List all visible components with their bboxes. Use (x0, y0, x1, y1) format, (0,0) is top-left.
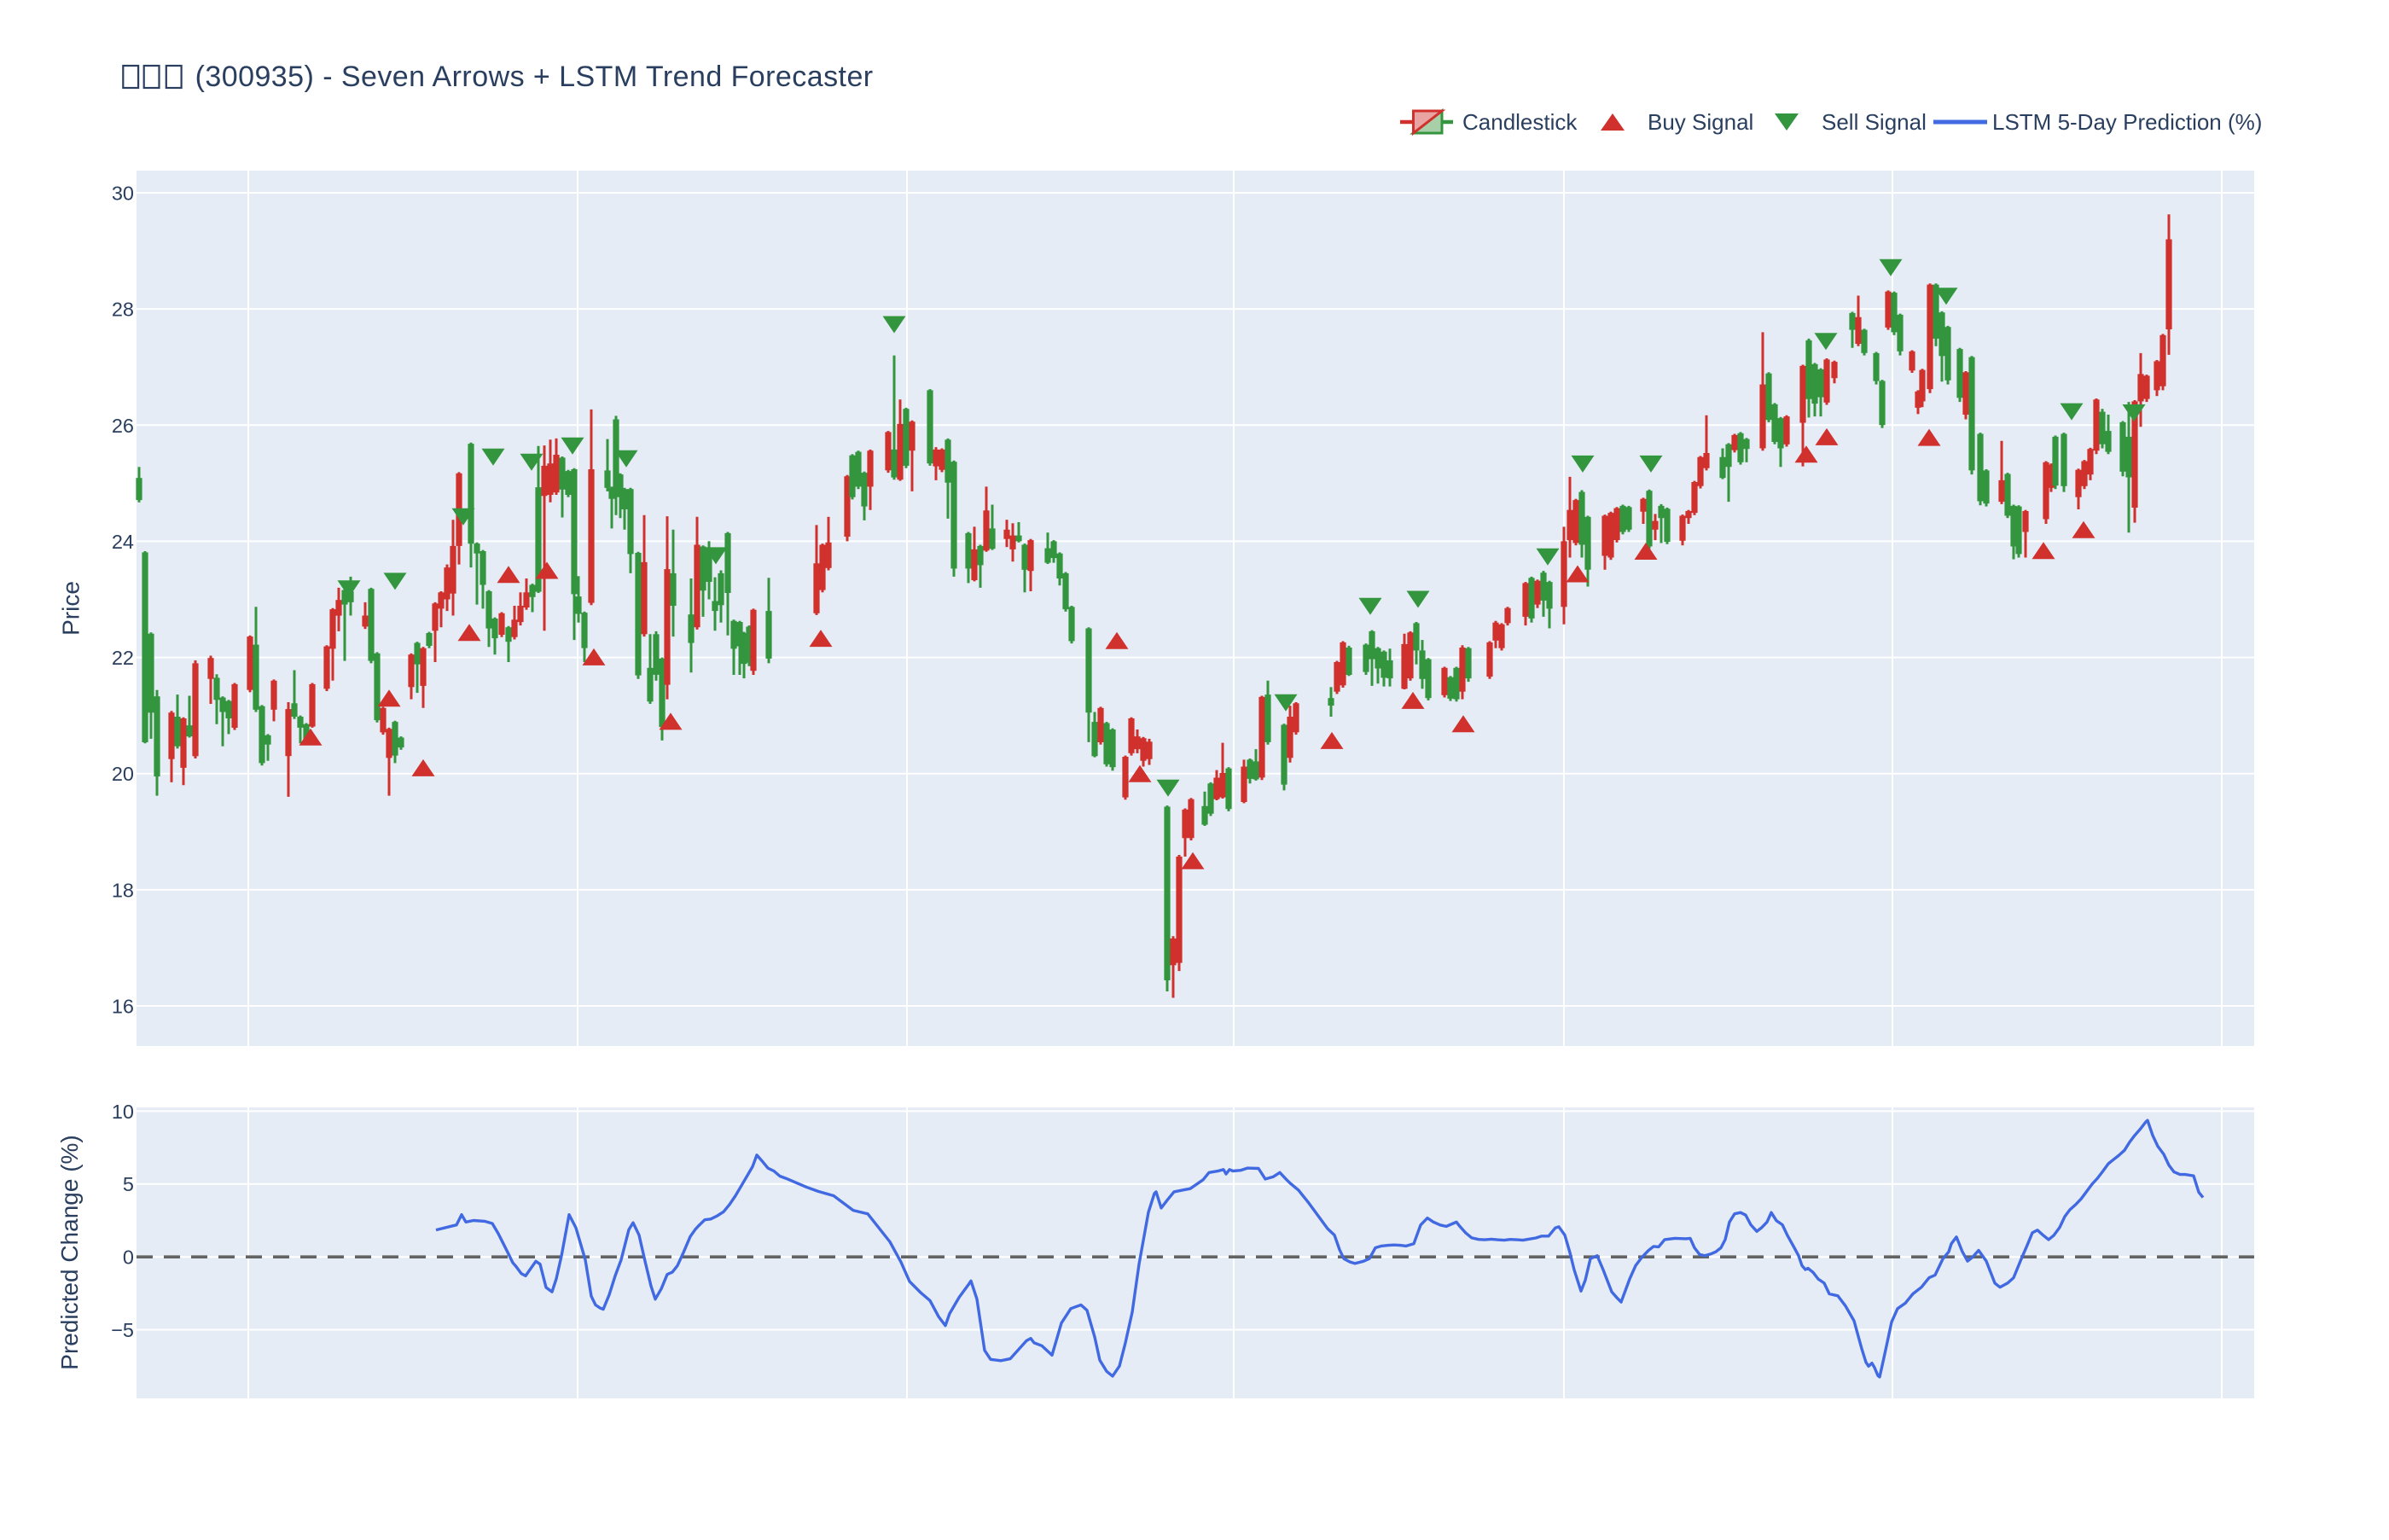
svg-text:Sell Signal: Sell Signal (1822, 109, 1927, 135)
svg-text:Buy Signal: Buy Signal (1648, 109, 1753, 135)
svg-text:5: 5 (123, 1173, 134, 1195)
svg-text:−5: −5 (111, 1319, 134, 1341)
svg-text:Candlestick: Candlestick (1462, 109, 1578, 135)
svg-text:10: 10 (112, 1101, 134, 1123)
svg-text:28: 28 (112, 299, 134, 321)
svg-text:0: 0 (123, 1247, 134, 1269)
svg-text:20: 20 (112, 763, 134, 785)
svg-text:18: 18 (112, 879, 134, 901)
svg-text:24: 24 (112, 531, 134, 553)
svg-text:Predicted Change (%): Predicted Change (%) (56, 1135, 83, 1369)
svg-text:26: 26 (112, 415, 134, 437)
svg-text:Price: Price (58, 581, 84, 636)
svg-text:LSTM 5-Day Prediction (%): LSTM 5-Day Prediction (%) (1992, 109, 2262, 135)
svg-text:(300935) - Seven Arrows + LSTM: (300935) - Seven Arrows + LSTM Trend For… (195, 61, 874, 93)
svg-text:16: 16 (112, 996, 134, 1018)
svg-text:30: 30 (112, 183, 134, 205)
svg-text:22: 22 (112, 647, 134, 669)
